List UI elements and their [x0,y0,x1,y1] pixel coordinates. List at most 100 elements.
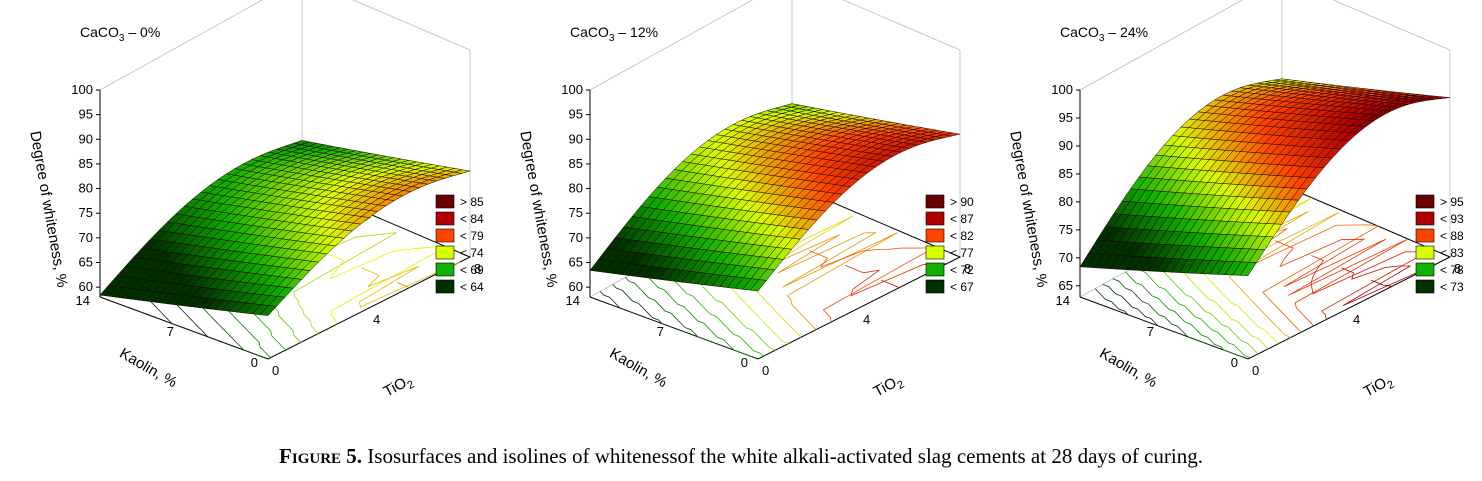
y-axis-label: Kaolin, % [1097,345,1160,391]
legend-swatch [925,245,945,260]
surface-cell [1239,262,1257,276]
z-tick-label: 100 [71,82,93,97]
y-tick-label: 0 [741,355,748,370]
x-tick-label: 4 [863,312,870,327]
x-tick-label: 0 [1252,363,1259,378]
legend-label: < 78 [1440,263,1464,277]
y-tick-label: 0 [251,355,258,370]
z-tick-label: 100 [1051,82,1073,97]
legend-swatch [1415,245,1435,260]
x-axis-label: TiO2 [1361,372,1397,404]
z-tick-label: 100 [561,82,583,97]
legend-swatch [435,228,455,243]
z-tick-label: 80 [79,181,93,196]
z-tick-label: 90 [1059,138,1073,153]
x-tick-label: 8 [1454,261,1461,276]
z-tick-label: 60 [79,279,93,294]
chart-title: CaCO3 – 0% [80,24,160,44]
z-tick-label: 90 [569,131,583,146]
surface-cell [749,279,767,292]
floor-isoline [397,282,410,288]
legend-swatch [925,211,945,226]
chart-panel-2: 60 65 70 75 80 85 90 95 100 0 7 14 0 4 8 CaCO3 – 12% Deg… [490,0,984,440]
floor-isoline [1245,224,1380,333]
z-tick-label: 75 [1059,222,1073,237]
chart-panel-1: 60 65 70 75 80 85 90 95 100 0 7 14 0 4 8 CaCO3 – 0% Degr… [0,0,494,440]
legend-label: > 95 [1440,195,1464,209]
chart-title: CaCO3 – 12% [570,24,658,44]
z-tick-label: 85 [569,156,583,171]
floor-isoline [1147,258,1259,355]
z-tick-label: 70 [79,230,93,245]
chart-panel-3: 65 70 75 80 85 90 95 100 0 7 14 0 4 8 CaCO3 – 24% Degre… [980,0,1474,440]
z-tick-label: 65 [569,255,583,270]
floor-isoline [1094,288,1147,322]
floor-isoline [612,284,681,331]
z-tick-label: 75 [79,205,93,220]
surface-chart-3: 65 70 75 80 85 90 95 100 0 7 14 0 4 8 CaCO3 – 24% Degre… [1006,0,1464,404]
figure-caption: Figure 5. Isosurfaces and isolines of wh… [0,444,1482,469]
z-tick-label: 70 [1059,250,1073,265]
floor-isoline [599,291,645,318]
legend-swatch [435,245,455,260]
legend-label: < 73 [1440,280,1464,294]
legend-swatch [1415,211,1435,226]
legend-label: < 83 [1440,246,1464,260]
y-tick-label: 7 [1147,324,1154,339]
floor-isoline [640,268,753,358]
legend-label: < 87 [950,212,974,226]
z-tick-label: 60 [569,279,583,294]
legend-label: < 79 [460,229,484,243]
legend-swatch [435,262,455,277]
x-axis-label: TiO2 [871,372,907,404]
z-axis-label: Degree of whiteness, % [26,130,70,289]
legend-label: < 88 [1440,229,1464,243]
floor-isoline [625,277,723,347]
floor-isoline [1341,264,1436,306]
legend-label: < 93 [1440,212,1464,226]
z-axis-label: Degree of whiteness, % [516,130,560,289]
z-tick-label: 65 [1059,278,1073,293]
floor-isoline [1112,278,1213,347]
z-tick-label: 80 [569,181,583,196]
legend-swatch [925,194,945,209]
legend-label: < 69 [460,263,484,277]
chart-title: CaCO3 – 24% [1060,24,1148,44]
legend-swatch [435,211,455,226]
x-tick-label: 8 [964,261,971,276]
legend-swatch [1415,279,1435,294]
z-tick-label: 95 [1059,110,1073,125]
legend-label: < 67 [950,280,974,294]
y-tick-label: 14 [566,293,580,308]
floor-isoline [325,246,448,325]
surface-cell [259,305,277,316]
z-tick-label: 80 [1059,194,1073,209]
floor-isoline [1102,284,1177,333]
z-tick-label: 65 [79,255,93,270]
legend-label: < 77 [950,246,974,260]
back-wall-right [352,0,471,257]
legend-swatch [1415,262,1435,277]
legend-label: < 72 [950,263,974,277]
floor-isoline [359,261,461,308]
legend-swatch [1415,228,1435,243]
surface-chart-1: 60 65 70 75 80 85 90 95 100 0 7 14 0 4 8 CaCO3 – 0% Degr… [26,0,484,401]
legend-label: < 82 [950,229,974,243]
x-tick-label: 8 [474,261,481,276]
legend-swatch [435,279,455,294]
y-tick-label: 7 [167,324,174,339]
floor-isoline [1135,265,1251,359]
legend-label: < 64 [460,280,484,294]
surface-chart-2: 60 65 70 75 80 85 90 95 100 0 7 14 0 4 8 CaCO3 – 12% Deg… [516,0,974,404]
x-tick-label: 0 [272,363,279,378]
y-tick-label: 14 [1056,293,1070,308]
floor-isoline [1371,279,1392,287]
z-tick-label: 85 [79,156,93,171]
floor-isoline [881,279,900,288]
y-tick-label: 7 [657,324,664,339]
y-axis-label: Kaolin, % [117,345,180,391]
floor-isoline [1275,238,1409,327]
x-tick-label: 4 [373,312,380,327]
floor-isoline [1310,251,1429,320]
y-axis-label: Kaolin, % [607,345,670,391]
